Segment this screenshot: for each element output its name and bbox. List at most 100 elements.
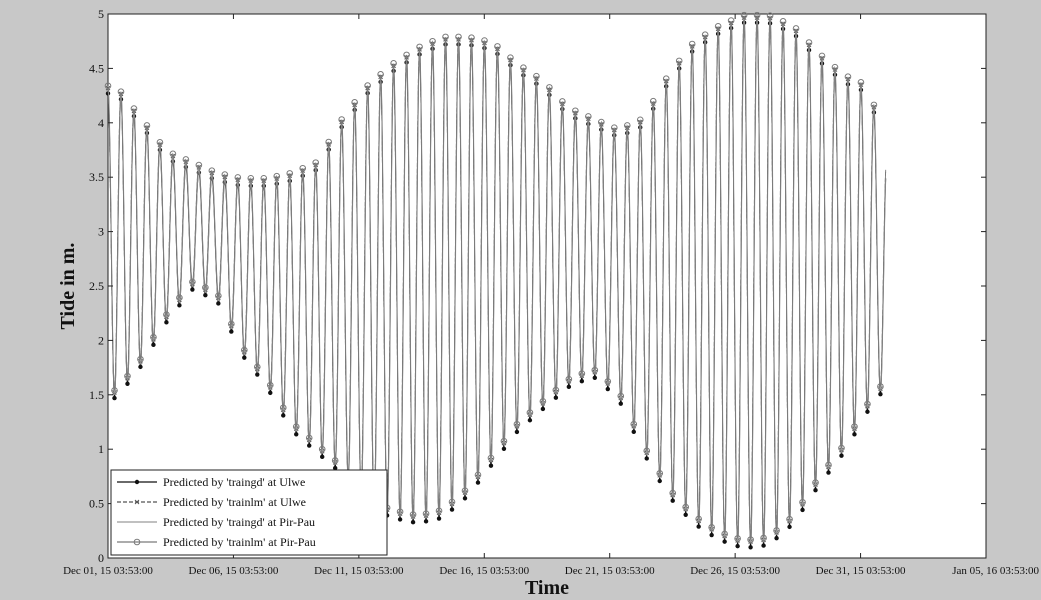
series-4-marker: [182, 156, 190, 163]
series-4-marker: [150, 333, 157, 341]
x-tick-label: Dec 26, 15 03:53:00: [690, 565, 780, 577]
series-1-marker: [423, 519, 429, 524]
series-4-marker: [877, 383, 884, 390]
y-tick-label: 4.5: [89, 61, 104, 75]
series-4-marker: [377, 71, 384, 78]
y-tick-label: 4: [98, 116, 104, 130]
x-tick-label: Dec 06, 15 03:53:00: [189, 565, 279, 577]
series-1-marker: [657, 478, 662, 484]
series-4-marker: [228, 320, 235, 328]
series-4-marker: [422, 510, 430, 517]
series-1-marker: [203, 292, 208, 298]
series-1-marker: [294, 432, 299, 437]
series-1-marker: [618, 401, 623, 406]
series-4-marker: [701, 31, 709, 39]
series-4-marker: [234, 174, 242, 181]
series-4-marker: [636, 116, 644, 124]
series-4-marker: [630, 420, 638, 428]
series-1-marker: [112, 395, 117, 401]
series-4-marker: [247, 175, 255, 182]
x-tick-label: Dec 21, 15 03:53:00: [565, 565, 655, 577]
series-1-marker: [320, 454, 325, 460]
series-4-marker: [623, 122, 631, 129]
series-1-marker: [268, 390, 273, 396]
series-4-marker: [104, 82, 112, 90]
series-1-marker: [761, 543, 766, 548]
y-tick-label: 3: [98, 225, 104, 239]
series-1-marker: [514, 429, 520, 435]
series-4-marker: [870, 101, 878, 109]
series-4-marker: [805, 39, 813, 46]
legend-marker-dot: [134, 479, 140, 485]
series-4-marker: [409, 511, 417, 518]
series-4-marker: [656, 470, 664, 477]
series-1-marker: [332, 465, 338, 471]
series-4-marker: [546, 84, 553, 91]
y-tick-label: 1.5: [89, 388, 104, 402]
series-4-marker: [740, 11, 748, 19]
series-1-marker: [553, 395, 559, 400]
series-4-marker: [351, 99, 358, 106]
series-4-marker: [585, 113, 592, 120]
series-4-marker: [208, 167, 216, 175]
legend-label-3: Predicted by 'traingd' at Pir-Pau: [163, 515, 315, 529]
series-4-marker: [552, 386, 560, 394]
series-4-marker: [111, 387, 118, 394]
series-4-marker: [792, 25, 800, 32]
series-4-marker: [221, 171, 229, 178]
series-4-marker: [253, 363, 261, 371]
y-tick-label: 2: [98, 333, 104, 347]
series-1-marker: [696, 524, 701, 529]
series-1-marker: [125, 381, 130, 386]
legend-label-4: Predicted by 'trainlm' at Pir-Pau: [163, 535, 316, 549]
series-4-marker: [695, 515, 702, 523]
series-4-marker: [416, 43, 423, 51]
series-1-marker: [709, 532, 714, 538]
series-4-marker: [572, 107, 579, 115]
series-4-marker: [799, 498, 806, 506]
series-4-marker: [286, 170, 294, 177]
series-1-marker: [527, 418, 533, 423]
series-1-marker: [488, 463, 494, 468]
series-4-marker: [435, 507, 443, 515]
series-4-marker: [273, 172, 281, 180]
series-1-marker: [579, 378, 585, 384]
series-4-marker: [468, 34, 475, 42]
series-4-marker: [773, 527, 780, 534]
series-4-marker: [448, 498, 456, 506]
series-4-marker: [299, 164, 307, 172]
series-2-marker: [196, 164, 202, 170]
series-4-marker: [714, 22, 722, 30]
series-4-marker: [507, 54, 514, 61]
series-1-marker: [242, 355, 247, 360]
series-1-marker: [670, 498, 675, 503]
series-4-marker: [156, 139, 164, 146]
series-1-marker: [151, 342, 156, 348]
y-tick-label: 0.5: [89, 497, 104, 511]
series-1-marker: [229, 329, 234, 334]
series-4-marker: [137, 355, 144, 363]
series-4-marker: [260, 175, 268, 182]
series-4-marker: [513, 420, 521, 428]
series-4-marker: [474, 471, 482, 479]
series-4-marker: [487, 454, 495, 462]
series-1-marker: [787, 524, 792, 530]
legend-marker-circle: [133, 538, 141, 546]
series-4-marker: [675, 57, 683, 65]
series-1-marker: [475, 480, 481, 485]
series-4-marker: [786, 515, 793, 523]
series-4-marker: [844, 73, 852, 80]
series-1-marker: [878, 391, 883, 397]
series-4-marker: [747, 536, 754, 543]
series-4-marker: [520, 64, 527, 72]
series-1-marker: [449, 507, 455, 512]
x-tick-label: Dec 16, 15 03:53:00: [439, 565, 529, 577]
series-1-marker: [307, 443, 312, 448]
series-1-marker: [839, 453, 844, 458]
series-4-marker: [662, 75, 670, 82]
x-tick-label: Dec 31, 15 03:53:00: [816, 565, 906, 577]
series-1-marker: [605, 386, 611, 392]
series-4-marker: [124, 372, 131, 380]
series-4-marker: [331, 457, 339, 464]
series-4-marker: [318, 445, 326, 453]
